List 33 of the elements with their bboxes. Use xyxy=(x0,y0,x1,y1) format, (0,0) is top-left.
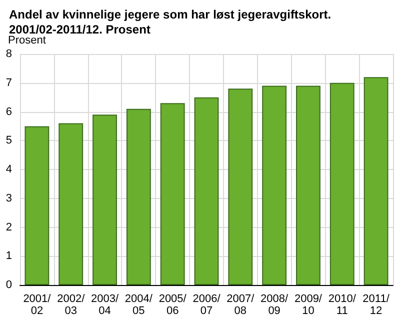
bar xyxy=(228,88,253,285)
x-tick-label: 2010/11 xyxy=(328,293,357,317)
bar xyxy=(296,86,320,285)
bar xyxy=(92,114,117,285)
x-tick-label: 2001/02 xyxy=(23,293,52,317)
x-tick-label: 2003/04 xyxy=(91,293,120,317)
bar xyxy=(160,103,185,285)
x-tick-label: 2007/08 xyxy=(226,293,256,317)
y-tick-label: 8 xyxy=(6,48,12,60)
x-tick-label: 2008/09 xyxy=(260,293,290,317)
y-tick-label: 1 xyxy=(6,250,12,262)
y-tick-label: 2 xyxy=(6,221,12,234)
y-axis-title: Prosent xyxy=(8,34,46,46)
x-tick-label: 2009/10 xyxy=(294,293,323,317)
y-tick-label: 0 xyxy=(6,279,12,291)
bar xyxy=(194,97,219,285)
bar xyxy=(330,82,354,285)
x-tick-label: 2005/06 xyxy=(158,293,188,317)
x-tick-label: 2004/05 xyxy=(124,293,154,317)
y-tick-label: 4 xyxy=(6,164,12,176)
bar xyxy=(58,123,84,285)
x-tick-label: 2006/07 xyxy=(192,293,222,317)
x-tick-label: 2002/03 xyxy=(57,293,86,317)
y-tick-label: 3 xyxy=(6,192,12,204)
x-tick-label: 2011/12 xyxy=(362,293,390,317)
bar xyxy=(24,126,50,285)
bar xyxy=(126,108,151,285)
bar xyxy=(262,86,287,285)
y-tick-label: 5 xyxy=(6,134,12,147)
chart-title: Andel av kvinnelige jegere som har løst jegeravgiftskort. 2001/02-2011/12. Prosent xyxy=(9,8,332,36)
y-tick-label: 7 xyxy=(6,76,12,89)
y-tick-label: 6 xyxy=(6,106,12,118)
bar xyxy=(364,77,388,285)
